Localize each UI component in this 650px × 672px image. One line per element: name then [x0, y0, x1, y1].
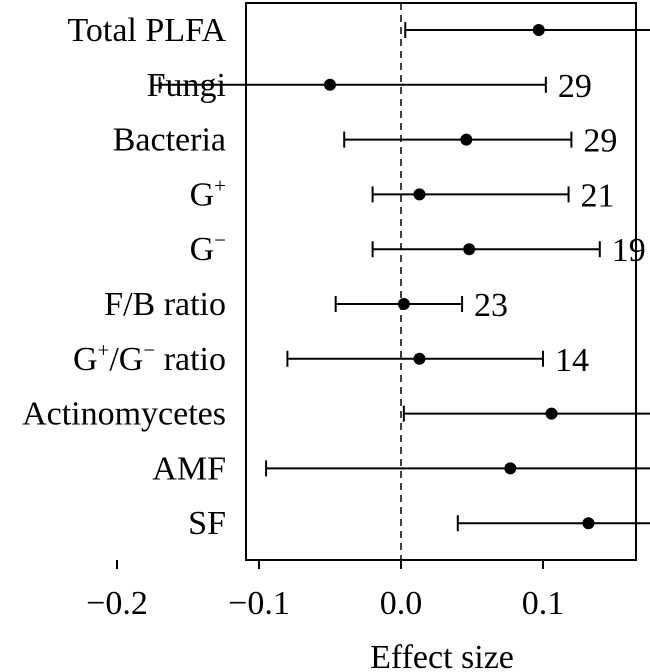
row-label: Total PLFA [68, 12, 227, 49]
mean-point [463, 243, 476, 256]
row-label-text: Actinomycetes [22, 396, 226, 433]
sample-size-label: 29 [583, 123, 617, 160]
row-label-text: G [73, 341, 98, 378]
row-label: G+ [190, 173, 226, 213]
x-axis: −0.2−0.10.00.10.20.3 [86, 560, 565, 622]
mean-point [532, 24, 545, 36]
row-label-superscript: + [98, 338, 110, 362]
row-label-text: SF [188, 505, 226, 542]
mean-point [324, 78, 336, 91]
plot-frame [245, 2, 637, 561]
mean-point [413, 188, 426, 201]
sample-size-label: 19 [612, 232, 646, 269]
mean-point [504, 462, 517, 475]
row-label: G− [190, 228, 226, 268]
row-label-superscript: + [214, 173, 226, 197]
row-label-superscript: − [214, 228, 226, 252]
x-tick-label: −0.2 [86, 585, 148, 622]
row-label: AMF [152, 450, 226, 487]
x-tick-label: 0.1 [522, 585, 565, 622]
row-label-text: Bacteria [113, 122, 226, 159]
row-label: Bacteria [113, 122, 226, 159]
mean-points [324, 24, 595, 530]
mean-point [545, 407, 558, 420]
x-tick-label: 0.0 [380, 585, 423, 622]
sample-size-label: 23 [474, 287, 508, 324]
row-label: Actinomycetes [22, 396, 226, 433]
row-label: SF [188, 505, 226, 542]
row-label-text: ratio [155, 341, 226, 378]
row-label: F/B ratio [104, 286, 226, 323]
row-label-text: Total PLFA [68, 12, 227, 49]
sample-size-label: 29 [558, 68, 592, 105]
sample-size-labels: 2829292119231414138 [474, 68, 646, 379]
mean-point [413, 352, 426, 365]
row-label-text: /G [109, 341, 143, 378]
mean-point [397, 298, 410, 310]
sample-size-label: 14 [555, 342, 589, 379]
sample-size-label: 21 [581, 177, 615, 214]
row-label: G+/G− ratio [73, 338, 226, 378]
row-label-superscript: − [143, 338, 155, 362]
x-axis-label: Effect size [370, 639, 514, 672]
row-label-text: F/B ratio [104, 286, 226, 323]
mean-point [582, 517, 595, 530]
mean-point [460, 133, 473, 146]
x-tick-label: −0.1 [228, 585, 290, 622]
row-label-text: G [190, 176, 215, 213]
row-label-text: G [190, 231, 215, 268]
row-label-text: AMF [152, 450, 226, 487]
